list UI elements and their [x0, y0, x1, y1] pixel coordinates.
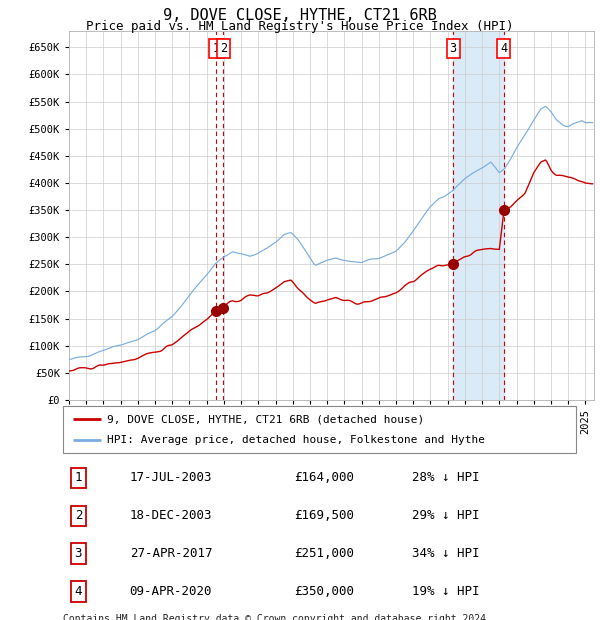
Text: 4: 4: [500, 42, 508, 55]
Text: 17-JUL-2003: 17-JUL-2003: [130, 471, 212, 484]
Text: 19% ↓ HPI: 19% ↓ HPI: [412, 585, 479, 598]
Text: 4: 4: [74, 585, 82, 598]
Text: 09-APR-2020: 09-APR-2020: [130, 585, 212, 598]
Text: £350,000: £350,000: [294, 585, 354, 598]
Text: 34% ↓ HPI: 34% ↓ HPI: [412, 547, 479, 560]
Text: Contains HM Land Registry data © Crown copyright and database right 2024.
This d: Contains HM Land Registry data © Crown c…: [63, 614, 492, 620]
Text: HPI: Average price, detached house, Folkestone and Hythe: HPI: Average price, detached house, Folk…: [107, 435, 485, 445]
Text: £169,500: £169,500: [294, 509, 354, 522]
Text: Price paid vs. HM Land Registry's House Price Index (HPI): Price paid vs. HM Land Registry's House …: [86, 20, 514, 33]
Text: £164,000: £164,000: [294, 471, 354, 484]
Bar: [453, 31, 504, 400]
Text: 27-APR-2017: 27-APR-2017: [130, 547, 212, 560]
Text: 18-DEC-2003: 18-DEC-2003: [130, 509, 212, 522]
Text: 2: 2: [220, 42, 227, 55]
Text: £251,000: £251,000: [294, 547, 354, 560]
Text: 3: 3: [449, 42, 457, 55]
Text: 9, DOVE CLOSE, HYTHE, CT21 6RB (detached house): 9, DOVE CLOSE, HYTHE, CT21 6RB (detached…: [107, 414, 424, 424]
Text: 1: 1: [74, 471, 82, 484]
Text: 3: 3: [74, 547, 82, 560]
Text: 29% ↓ HPI: 29% ↓ HPI: [412, 509, 479, 522]
Text: 1: 1: [212, 42, 220, 55]
Text: 2: 2: [74, 509, 82, 522]
Text: 28% ↓ HPI: 28% ↓ HPI: [412, 471, 479, 484]
Text: 9, DOVE CLOSE, HYTHE, CT21 6RB: 9, DOVE CLOSE, HYTHE, CT21 6RB: [163, 8, 437, 23]
